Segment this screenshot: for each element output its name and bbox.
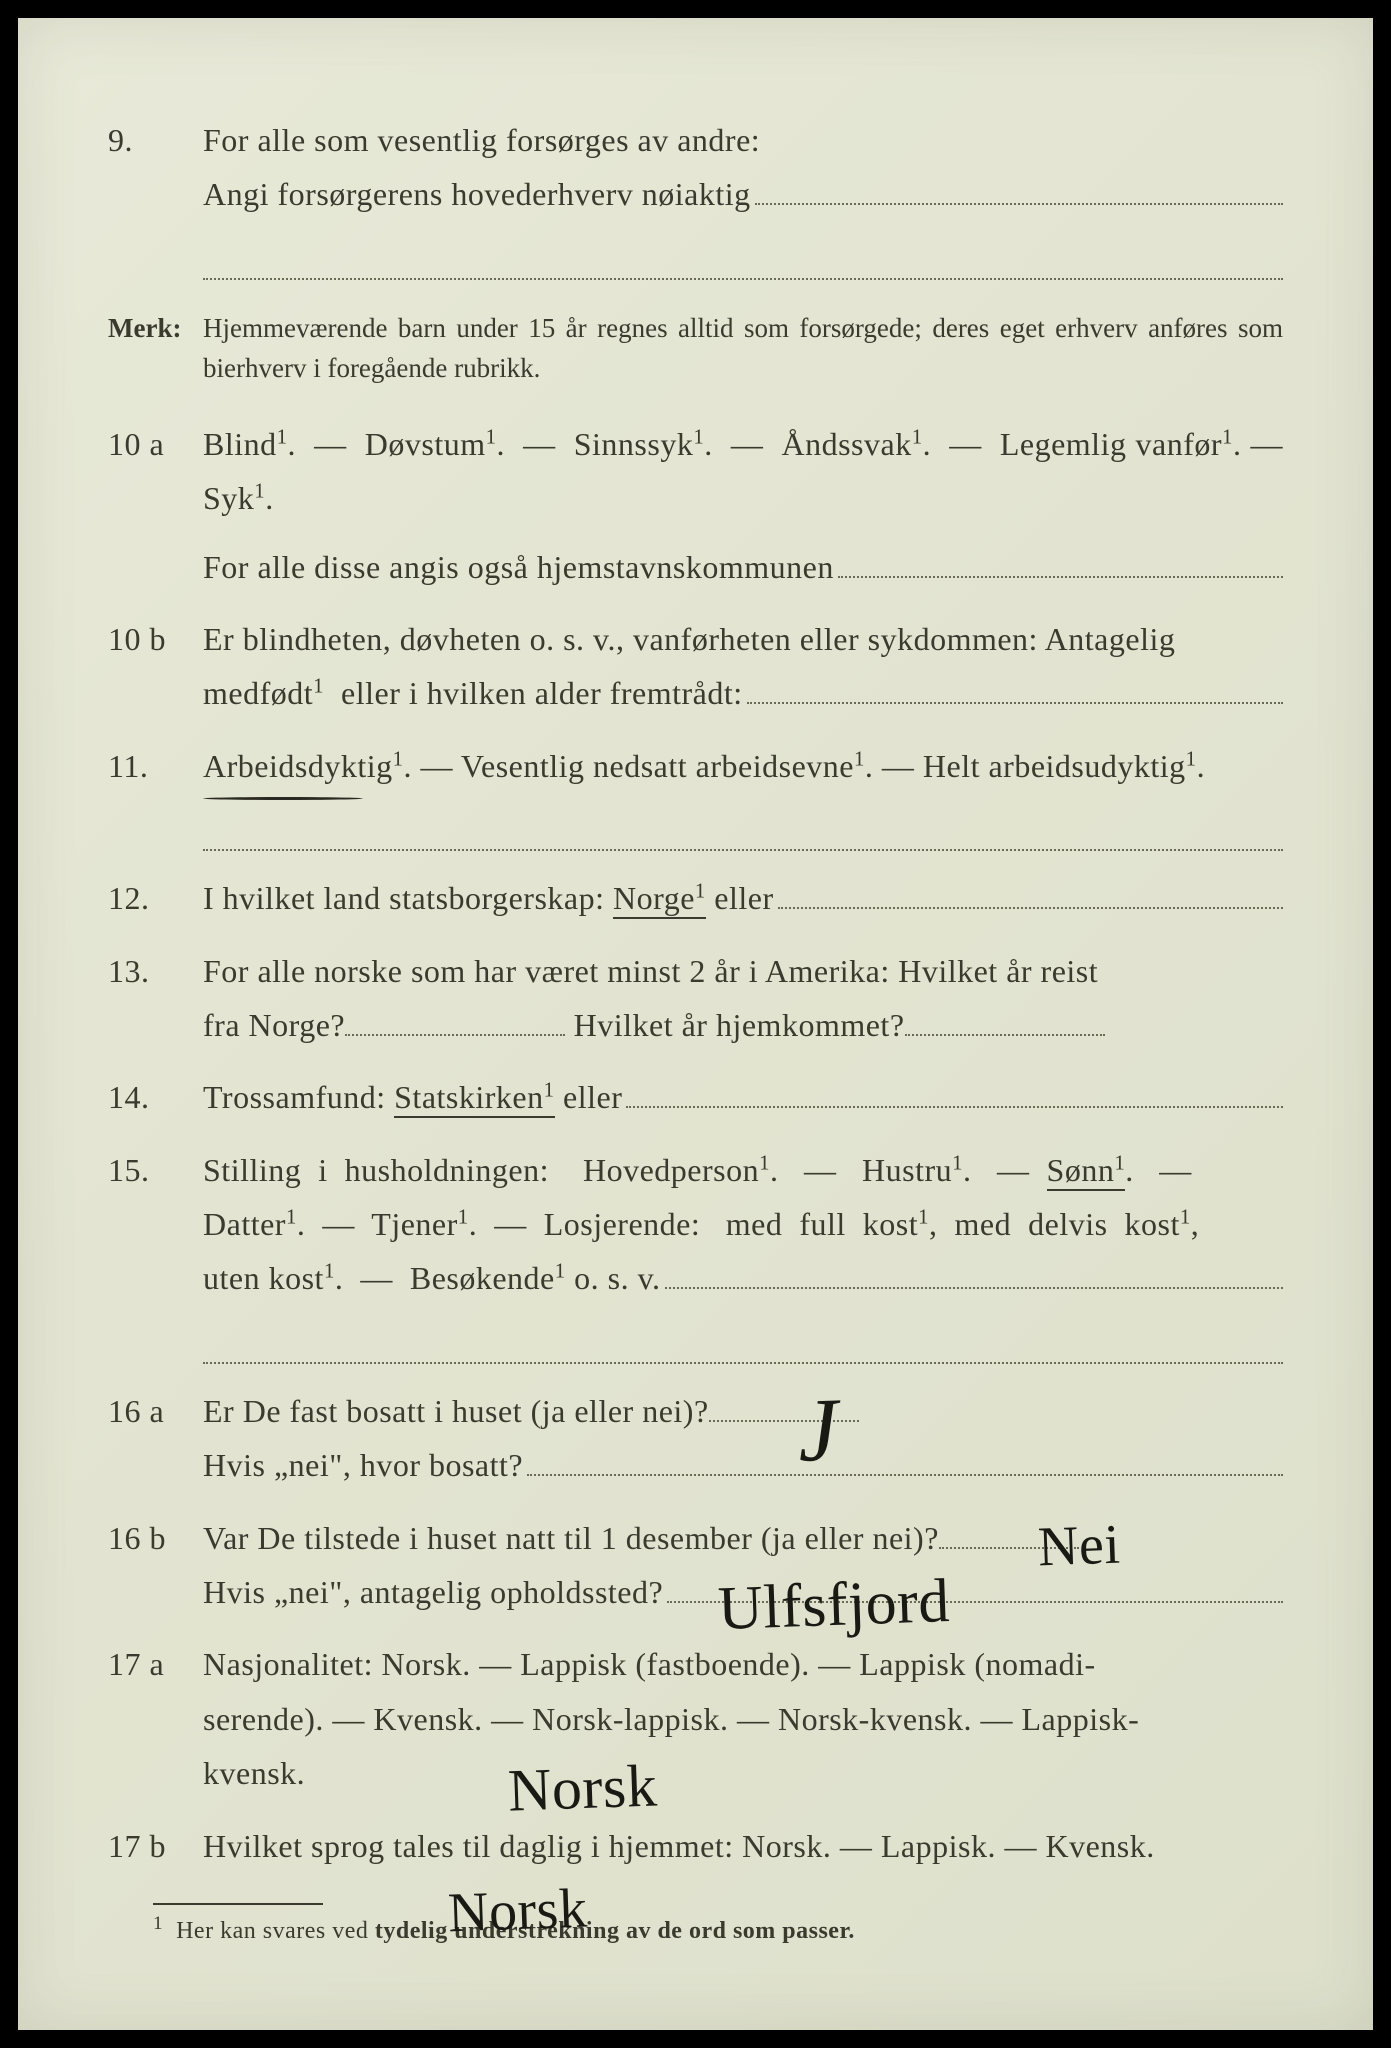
q16a-line1: Er De fast bosatt i huset (ja eller nei)…	[203, 1384, 1283, 1438]
q16b-line1-text: Var De tilstede i huset natt til 1 desem…	[203, 1511, 939, 1565]
q14-option: Statskirken1	[386, 1070, 563, 1124]
q16b-line1: Var De tilstede i huset natt til 1 desem…	[203, 1511, 1283, 1565]
q10a-options: Blind1. — Døvstum1. — Sinnssyk1. — Åndss…	[203, 417, 1283, 526]
q17b-body: Hvilket sprog tales til daglig i hjemmet…	[203, 1819, 1283, 1873]
q14-suffix: eller	[563, 1070, 622, 1124]
question-12: 12. I hvilket land statsborgerskap: Norg…	[108, 871, 1283, 925]
q15-number: 15.	[108, 1143, 150, 1197]
q14-prefix: Trossamfund:	[203, 1070, 386, 1124]
q12-suffix: eller	[714, 871, 773, 925]
q15-line2: Datter1. — Tjener1. — Losjerende: med fu…	[203, 1197, 1283, 1251]
q12-body: I hvilket land statsborgerskap: Norge1 e…	[203, 871, 1283, 925]
blank-line[interactable]	[203, 811, 1283, 851]
q16b-line2-text: Hvis „nei", antagelig opholdssted?	[203, 1565, 663, 1619]
merk-text: Hjemmeværende barn under 15 år regnes al…	[203, 308, 1283, 389]
q13-line2: fra Norge? Hvilket år hjemkommet?	[203, 998, 1283, 1052]
blank-line[interactable]	[939, 1513, 1079, 1548]
q10a-line2-text: For alle disse angis også hjemstavnskomm…	[203, 540, 834, 594]
footnote-prefix: Her kan svares ved	[176, 1918, 375, 1944]
question-15: 15. Stilling i husholdningen: Hovedperso…	[108, 1143, 1283, 1306]
blank-line[interactable]	[203, 240, 1283, 280]
q17a-line1: Nasjonalitet: Norsk. — Lappisk (fastboen…	[203, 1637, 1283, 1691]
blank-line[interactable]	[747, 669, 1283, 704]
q10b-body: Er blindheten, døvheten o. s. v., vanfør…	[203, 612, 1283, 721]
question-16a: 16 a Er De fast bosatt i huset (ja eller…	[108, 1384, 1283, 1493]
merk-note: Merk: Hjemmeværende barn under 15 år reg…	[108, 308, 1283, 389]
q11-body: Arbeidsdyktig1. — Vesentlig nedsatt arbe…	[203, 739, 1283, 793]
question-10b: 10 b Er blindheten, døvheten o. s. v., v…	[108, 612, 1283, 721]
q13-body: For alle norske som har været minst 2 år…	[203, 944, 1283, 1053]
q17b-number: 17 b	[108, 1819, 166, 1873]
q16a-body: Er De fast bosatt i huset (ja eller nei)…	[203, 1384, 1283, 1493]
q10b-number: 10 b	[108, 612, 166, 666]
blank-line[interactable]	[667, 1568, 1283, 1603]
blank-line[interactable]	[778, 874, 1283, 909]
q13-line2b: Hvilket år hjemkommet?	[565, 998, 904, 1052]
q16a-number: 16 a	[108, 1384, 164, 1438]
question-17a: 17 a Nasjonalitet: Norsk. — Lappisk (fas…	[108, 1637, 1283, 1800]
merk-label: Merk:	[108, 308, 203, 389]
q16b-number: 16 b	[108, 1511, 166, 1565]
blank-line[interactable]	[709, 1387, 859, 1422]
blank-line[interactable]	[527, 1441, 1283, 1476]
footnote-sup: 1	[153, 1913, 163, 1934]
q17a-line3: kvensk.	[203, 1746, 1283, 1800]
handwritten-answer-17b: Norsk	[446, 1861, 589, 1961]
q16a-line2-text: Hvis „nei", hvor bosatt?	[203, 1438, 523, 1492]
question-9: 9. For alle som vesentlig forsørges av a…	[108, 113, 1283, 222]
document-page: 9. For alle som vesentlig forsørges av a…	[18, 18, 1373, 2030]
q13-line1: For alle norske som har været minst 2 år…	[203, 944, 1283, 998]
question-11: 11. Arbeidsdyktig1. — Vesentlig nedsatt …	[108, 739, 1283, 793]
pen-underline-mark	[203, 797, 363, 800]
q15-line3-text: uten kost1. — Besøkende1 o. s. v.	[203, 1251, 661, 1305]
footnote-rule	[153, 1903, 323, 1905]
blank-line[interactable]	[838, 542, 1283, 577]
blank-line[interactable]	[203, 1324, 1283, 1364]
question-13: 13. For alle norske som har været minst …	[108, 944, 1283, 1053]
q9-line1: For alle som vesentlig forsørges av andr…	[203, 113, 1283, 167]
q16b-body: Var De tilstede i huset natt til 1 desem…	[203, 1511, 1283, 1620]
q15-body: Stilling i husholdningen: Hovedperson1. …	[203, 1143, 1283, 1306]
question-14: 14. Trossamfund: Statskirken1 eller	[108, 1070, 1283, 1124]
footnote-bold: tydelig understrekning av de ord som pas…	[375, 1918, 855, 1944]
question-16b: 16 b Var De tilstede i huset natt til 1 …	[108, 1511, 1283, 1620]
q10b-line2-text: medfødt1 eller i hvilken alder fremtrådt…	[203, 666, 743, 720]
q10a-number: 10 a	[108, 417, 164, 471]
q13-line2a: fra Norge?	[203, 998, 345, 1052]
q9-number: 9.	[108, 113, 133, 167]
q14-number: 14.	[108, 1070, 150, 1124]
q12-number: 12.	[108, 871, 150, 925]
q13-number: 13.	[108, 944, 150, 998]
q12-option: Norge1	[605, 871, 715, 925]
q9-body: For alle som vesentlig forsørges av andr…	[203, 113, 1283, 222]
question-10a: 10 a Blind1. — Døvstum1. — Sinnssyk1. — …	[108, 417, 1283, 594]
q15-line1: Stilling i husholdningen: Hovedperson1. …	[203, 1143, 1283, 1197]
blank-line[interactable]	[665, 1254, 1283, 1289]
q17a-line2: serende). — Kvensk. — Norsk-lappisk. — N…	[203, 1692, 1283, 1746]
q10a-body: Blind1. — Døvstum1. — Sinnssyk1. — Åndss…	[203, 417, 1283, 594]
q16b-line2: Hvis „nei", antagelig opholdssted?	[203, 1565, 1283, 1619]
blank-line[interactable]	[755, 170, 1283, 205]
blank-line[interactable]	[626, 1073, 1283, 1108]
blank-line[interactable]	[905, 1001, 1105, 1036]
q12-prefix: I hvilket land statsborgerskap:	[203, 871, 605, 925]
question-17b: 17 b Hvilket sprog tales til daglig i hj…	[108, 1819, 1283, 1873]
q9-line2-text: Angi forsørgerens hovederhverv nøiaktig	[203, 167, 751, 221]
q16a-line1-text: Er De fast bosatt i huset (ja eller nei)…	[203, 1384, 709, 1438]
q9-line2: Angi forsørgerens hovederhverv nøiaktig	[203, 167, 1283, 221]
q16a-line2: Hvis „nei", hvor bosatt?	[203, 1438, 1283, 1492]
blank-line[interactable]	[345, 1001, 565, 1036]
q15-line3: uten kost1. — Besøkende1 o. s. v.	[203, 1251, 1283, 1305]
q10a-line2: For alle disse angis også hjemstavnskomm…	[203, 540, 1283, 594]
q17a-number: 17 a	[108, 1637, 164, 1691]
q11-number: 11.	[108, 739, 148, 793]
q10b-line2: medfødt1 eller i hvilken alder fremtrådt…	[203, 666, 1283, 720]
q14-body: Trossamfund: Statskirken1 eller	[203, 1070, 1283, 1124]
footnote: 1 Her kan svares ved tydelig understrekn…	[153, 1913, 1283, 1945]
q17a-body: Nasjonalitet: Norsk. — Lappisk (fastboen…	[203, 1637, 1283, 1800]
q10b-line1: Er blindheten, døvheten o. s. v., vanfør…	[203, 612, 1283, 666]
